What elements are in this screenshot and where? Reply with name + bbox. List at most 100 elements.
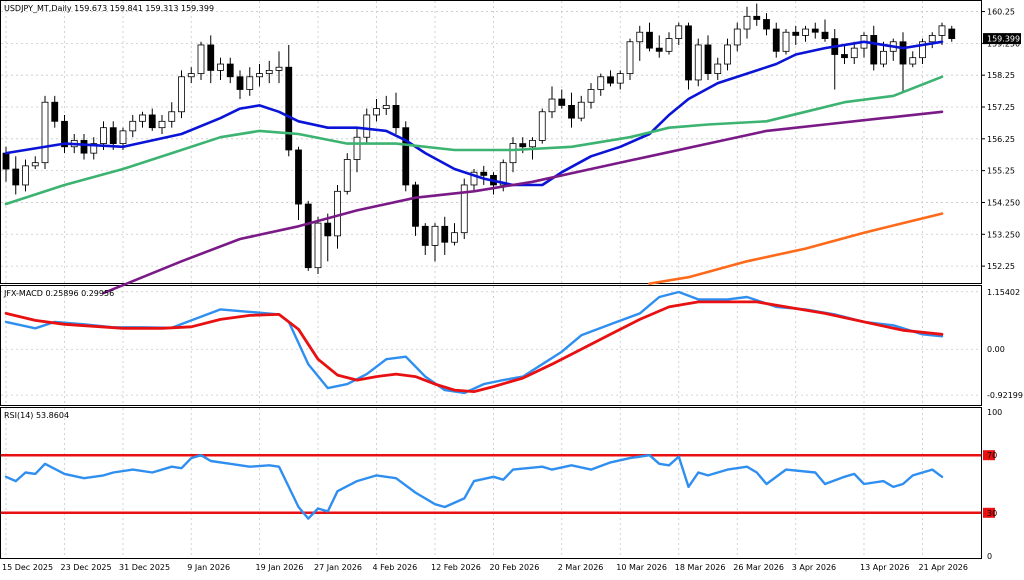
moving-average-ma_long xyxy=(648,212,944,285)
moving-average-ma_mid xyxy=(4,75,944,206)
candle-body xyxy=(577,101,585,119)
rsi-level-box xyxy=(983,450,995,461)
candle-body xyxy=(402,127,410,186)
candle-body xyxy=(314,222,322,269)
y-axis-labels: 160.25159.250158.25157.25156.25155.25154… xyxy=(981,8,1023,561)
rsi-y-tick-label: 0 xyxy=(987,552,992,561)
candle-body xyxy=(880,50,887,65)
rsi-y-tick-label: 30 xyxy=(987,509,997,518)
candle-body xyxy=(724,44,731,65)
candle-body xyxy=(499,162,507,186)
rsi-line xyxy=(4,454,944,520)
candle-body xyxy=(22,165,29,186)
candle-body xyxy=(616,73,624,84)
macd-y-tick-label: 1.15402 xyxy=(987,288,1020,297)
price-y-tick-label: 160.25 xyxy=(987,8,1015,17)
candle-body xyxy=(382,105,390,109)
x-tick-label: 23 Dec 2025 xyxy=(61,563,112,572)
candle-body xyxy=(139,114,146,122)
candle-body xyxy=(626,41,634,74)
candle-body xyxy=(353,136,361,160)
x-tick-label: 27 Jan 2026 xyxy=(314,563,362,572)
price-pane-title: USDJPY_MT,Daily 159.673 159.841 159.313 … xyxy=(4,4,214,13)
candle-body xyxy=(509,143,517,164)
candle-body xyxy=(646,31,653,49)
candle-body xyxy=(265,70,273,74)
candle-body xyxy=(811,28,819,33)
candle-body xyxy=(821,31,829,39)
candle-body xyxy=(363,114,371,138)
candle-body xyxy=(324,222,332,237)
macd-pane-title: JFX-MACD 0.25896 0.29956 xyxy=(3,289,114,298)
candle-body xyxy=(928,35,936,43)
moving-averages xyxy=(4,40,944,295)
candle-body xyxy=(597,76,605,90)
candle-body xyxy=(548,98,556,113)
candle-body xyxy=(850,47,858,59)
candle-body xyxy=(558,98,566,106)
candle-body xyxy=(538,111,546,141)
candle-body xyxy=(61,120,68,148)
last-price-marker: 159.399 xyxy=(983,33,1021,45)
candle-body xyxy=(802,28,809,36)
macd-lines xyxy=(4,290,944,395)
candle-body xyxy=(80,140,88,154)
candle-body xyxy=(431,225,439,246)
moving-average-ma_fast xyxy=(4,40,944,187)
x-tick-label: 3 Apr 2026 xyxy=(792,563,836,572)
candle-body xyxy=(753,15,761,20)
candle-body xyxy=(938,25,946,36)
candle-body xyxy=(90,143,98,154)
pane-frames xyxy=(0,0,982,559)
candle-body xyxy=(714,63,722,74)
candle-body xyxy=(909,57,917,65)
candle-body xyxy=(519,143,527,148)
x-tick-label: 21 Apr 2026 xyxy=(919,563,968,572)
grid-lines xyxy=(1,1,981,558)
candle-body xyxy=(919,41,926,59)
rsi-series-line xyxy=(4,454,944,520)
candle-body xyxy=(763,19,770,30)
macd-y-tick-label: -0.92199 xyxy=(987,391,1023,400)
candle-body xyxy=(685,25,692,81)
macd-y-tick-label: 0.00 xyxy=(987,345,1005,354)
macd-signal-line xyxy=(4,300,944,394)
last-price-box xyxy=(983,33,1021,45)
candle-body xyxy=(470,171,478,186)
candle-body xyxy=(870,35,878,65)
candle-body xyxy=(782,31,790,52)
candle-body xyxy=(51,101,59,122)
candle-body xyxy=(129,120,137,132)
x-tick-label: 13 Apr 2026 xyxy=(860,563,909,572)
candle-body xyxy=(694,44,702,81)
candle-body xyxy=(31,162,39,167)
x-tick-label: 26 Mar 2026 xyxy=(733,563,784,572)
candle-body xyxy=(217,63,224,71)
candle-body xyxy=(236,76,244,90)
price-pane-frame xyxy=(0,0,982,284)
candle-body xyxy=(899,41,907,65)
candle-body xyxy=(607,76,614,84)
candle-body xyxy=(948,28,956,39)
candle-body xyxy=(100,127,107,144)
candle-body xyxy=(733,28,741,46)
candle-body xyxy=(109,127,117,144)
moving-average-ma_slow xyxy=(102,110,944,295)
candle-body xyxy=(665,38,673,52)
candle-body xyxy=(655,47,663,52)
candle-body xyxy=(792,31,800,36)
candle-body xyxy=(178,76,185,113)
candle-body xyxy=(373,108,380,116)
x-tick-label: 20 Feb 2026 xyxy=(490,563,540,572)
rsi-level-box xyxy=(983,507,995,518)
rsi-pane-title: RSI(14) 53.8604 xyxy=(4,411,69,420)
x-tick-label: 31 Dec 2025 xyxy=(119,563,170,572)
candles xyxy=(2,3,956,275)
x-tick-label: 15 Dec 2025 xyxy=(2,563,53,572)
candle-body xyxy=(421,225,429,246)
rsi-y-tick-label: 70 xyxy=(987,451,997,460)
candle-body xyxy=(441,225,449,243)
x-tick-label: 12 Feb 2026 xyxy=(431,563,481,572)
